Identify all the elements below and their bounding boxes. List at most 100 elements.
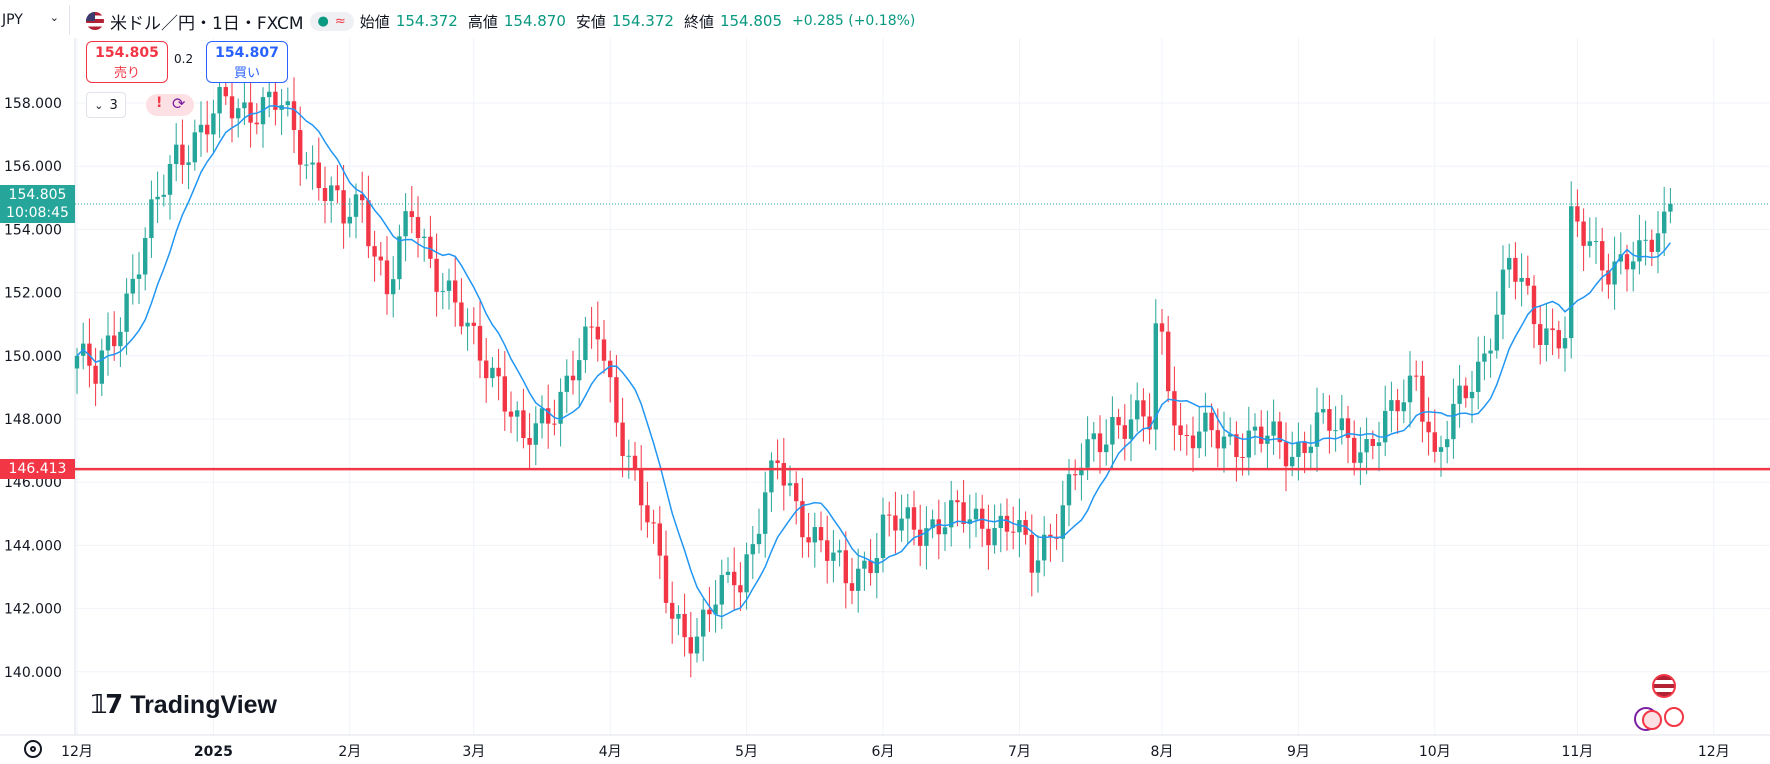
- candle-body: [1246, 430, 1251, 458]
- candle-body: [707, 609, 712, 615]
- candle-body: [99, 350, 104, 384]
- horizontal-line-price-tag[interactable]: 146.413: [0, 459, 75, 480]
- candle-body: [1507, 257, 1512, 270]
- candle-body: [1240, 457, 1245, 459]
- symbol-search-box[interactable]: JPY ⌄: [0, 5, 70, 35]
- candle-body: [1581, 221, 1586, 246]
- candle-body: [1494, 314, 1499, 351]
- candle-body: [254, 122, 259, 125]
- candle-body: [1519, 278, 1524, 282]
- time-tick-label: 2月: [338, 744, 361, 760]
- candle-body: [775, 460, 780, 464]
- candle-body: [372, 246, 377, 257]
- candle-body: [1159, 323, 1165, 332]
- candle-body: [105, 335, 111, 351]
- candle-body: [1259, 426, 1264, 444]
- candle-body: [409, 211, 414, 218]
- candle-body: [825, 540, 830, 561]
- bar-countdown: 10:08:45: [6, 204, 69, 221]
- candle-body: [112, 335, 117, 347]
- candle-body: [589, 326, 594, 328]
- candle-body: [496, 367, 501, 377]
- candle-body: [645, 505, 650, 523]
- candle-body: [1277, 421, 1282, 443]
- candle-body: [893, 515, 898, 531]
- candle-body: [1172, 391, 1177, 426]
- tradingview-logo[interactable]: 𝟙7 TradingView: [90, 690, 277, 720]
- candle-body: [459, 302, 464, 327]
- indicators-toggle-button[interactable]: ⌄ 3: [86, 92, 126, 118]
- candle-body: [930, 519, 935, 529]
- candle-body: [614, 377, 619, 423]
- candle-body: [1414, 375, 1419, 377]
- time-tick-label: 3月: [462, 744, 485, 760]
- open-label: 始値: [359, 12, 390, 31]
- candle-body: [335, 185, 340, 191]
- time-tick-label: 8月: [1151, 744, 1174, 760]
- economic-event-icon[interactable]: [1664, 707, 1684, 727]
- candle-body: [347, 216, 352, 224]
- candle-body: [1383, 410, 1388, 443]
- candle-body: [130, 278, 135, 294]
- candle-body: [1042, 534, 1047, 561]
- candle-body: [719, 574, 724, 605]
- candle-body: [298, 130, 303, 165]
- candle-body: [1655, 233, 1661, 252]
- time-tick-label: 6月: [872, 744, 895, 760]
- price-tick-label: 146.000: [4, 475, 62, 491]
- candle-body: [1048, 534, 1053, 537]
- candle-body: [1128, 419, 1134, 439]
- candle-body: [273, 91, 278, 110]
- candle-body: [360, 194, 365, 201]
- symbol-title[interactable]: 米ドル／円・1日・FXCM: [110, 13, 304, 34]
- candle-body: [1228, 434, 1233, 437]
- settings-gear-icon[interactable]: [24, 740, 42, 758]
- economic-event-icon[interactable]: [1652, 674, 1676, 698]
- candle-body: [143, 238, 148, 275]
- candle-body: [74, 355, 80, 369]
- candle-body: [397, 236, 402, 280]
- candle-body: [1221, 436, 1227, 449]
- sell-button[interactable]: 154.805 売り: [86, 41, 168, 83]
- price-tick-label: 148.000: [4, 412, 62, 428]
- price-tick-label: 142.000: [4, 602, 62, 618]
- economic-event-icon[interactable]: [1642, 710, 1662, 730]
- close-label: 終値: [683, 12, 714, 31]
- candle-body: [223, 87, 228, 97]
- time-tick-label: 4月: [599, 744, 622, 760]
- sell-label: 売り: [113, 66, 140, 81]
- candle-body: [843, 550, 848, 584]
- candle-body: [1593, 241, 1599, 243]
- candle-body: [248, 102, 253, 123]
- candle-body: [1457, 385, 1462, 404]
- candle-body: [552, 423, 557, 425]
- candle-body: [1271, 421, 1276, 436]
- candle-body: [533, 423, 538, 445]
- current-price-tag: 154.805 10:08:45: [0, 184, 75, 223]
- candle-body: [477, 325, 483, 361]
- candle-body: [1308, 446, 1313, 453]
- alert-badge[interactable]: ! ⟳: [146, 94, 194, 116]
- price-tick-label: 156.000: [4, 159, 62, 175]
- candle-body: [403, 211, 408, 237]
- candle-body: [453, 280, 458, 303]
- candle-body: [787, 483, 793, 486]
- candle-body: [874, 557, 879, 574]
- candle-body: [1395, 400, 1400, 412]
- candle-body: [558, 391, 563, 424]
- price-tick-label: 150.000: [4, 349, 62, 365]
- candle-body: [291, 101, 297, 131]
- candle-body: [986, 528, 991, 546]
- status-pill[interactable]: ● ≈: [309, 11, 354, 31]
- candle-body: [490, 367, 495, 379]
- candle-body: [942, 527, 948, 535]
- buy-button[interactable]: 154.807 買い: [206, 41, 288, 83]
- candle-body: [1035, 560, 1041, 573]
- tradingview-wordmark: TradingView: [130, 690, 277, 719]
- candle-body: [1209, 412, 1214, 431]
- candle-body: [446, 280, 452, 291]
- candle-body: [124, 293, 129, 332]
- candle-body: [1364, 438, 1369, 453]
- candle-body: [1407, 375, 1413, 403]
